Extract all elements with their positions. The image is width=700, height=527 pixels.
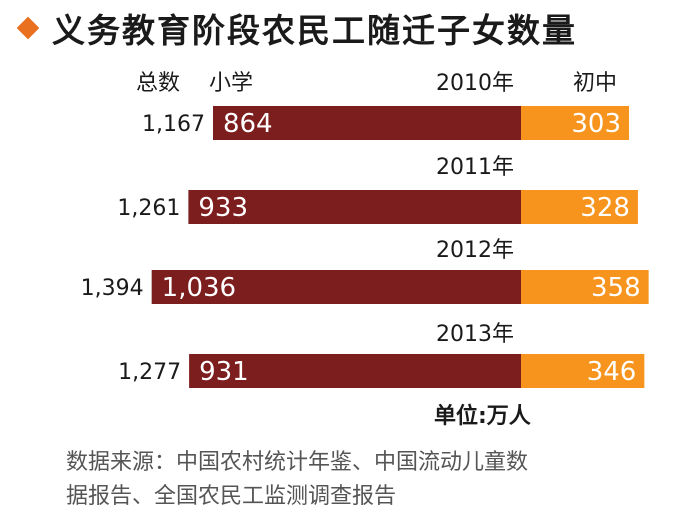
bar-middle-value: 346 [587,357,637,387]
bar-middle [521,270,649,304]
year-label: 2011年 [436,155,514,180]
bar-primary [189,354,521,388]
source-line-1: 数据来源：中国农村统计年鉴、中国流动儿童数 [66,450,529,475]
legend-primary-label: 小学 [209,71,253,96]
total-value: 1,394 [81,276,144,301]
title-row: 义务教育阶段农民工随迁子女数量 [14,8,577,50]
bar-primary-value: 1,036 [162,273,236,303]
total-column-header: 总数 [136,71,180,96]
unit-label: 单位:万人 [434,404,531,429]
legend-middle-label: 初中 [573,71,617,96]
bar-primary [188,190,521,224]
bar-middle [521,190,638,224]
source-line-2: 据报告、全国农民工监测调查报告 [66,484,397,509]
bar-primary [151,270,521,304]
bar-middle [521,106,630,140]
bar-primary-value: 931 [199,357,249,387]
bar-middle-value: 328 [580,193,630,223]
total-value: 1,167 [142,112,205,137]
bar-middle [521,354,645,388]
total-value: 1,261 [117,196,180,221]
year-label: 2010年 [436,71,514,96]
bar-middle-value: 303 [571,109,621,139]
bar-primary-value: 864 [223,109,273,139]
chart-title: 义务教育阶段农民工随迁子女数量 [52,11,577,50]
year-label: 2013年 [436,322,514,347]
bar-middle-value: 358 [591,273,641,303]
bar-primary [212,106,521,140]
year-label: 2012年 [436,238,514,263]
bar-primary-value: 933 [198,193,248,223]
total-value: 1,277 [118,360,181,385]
